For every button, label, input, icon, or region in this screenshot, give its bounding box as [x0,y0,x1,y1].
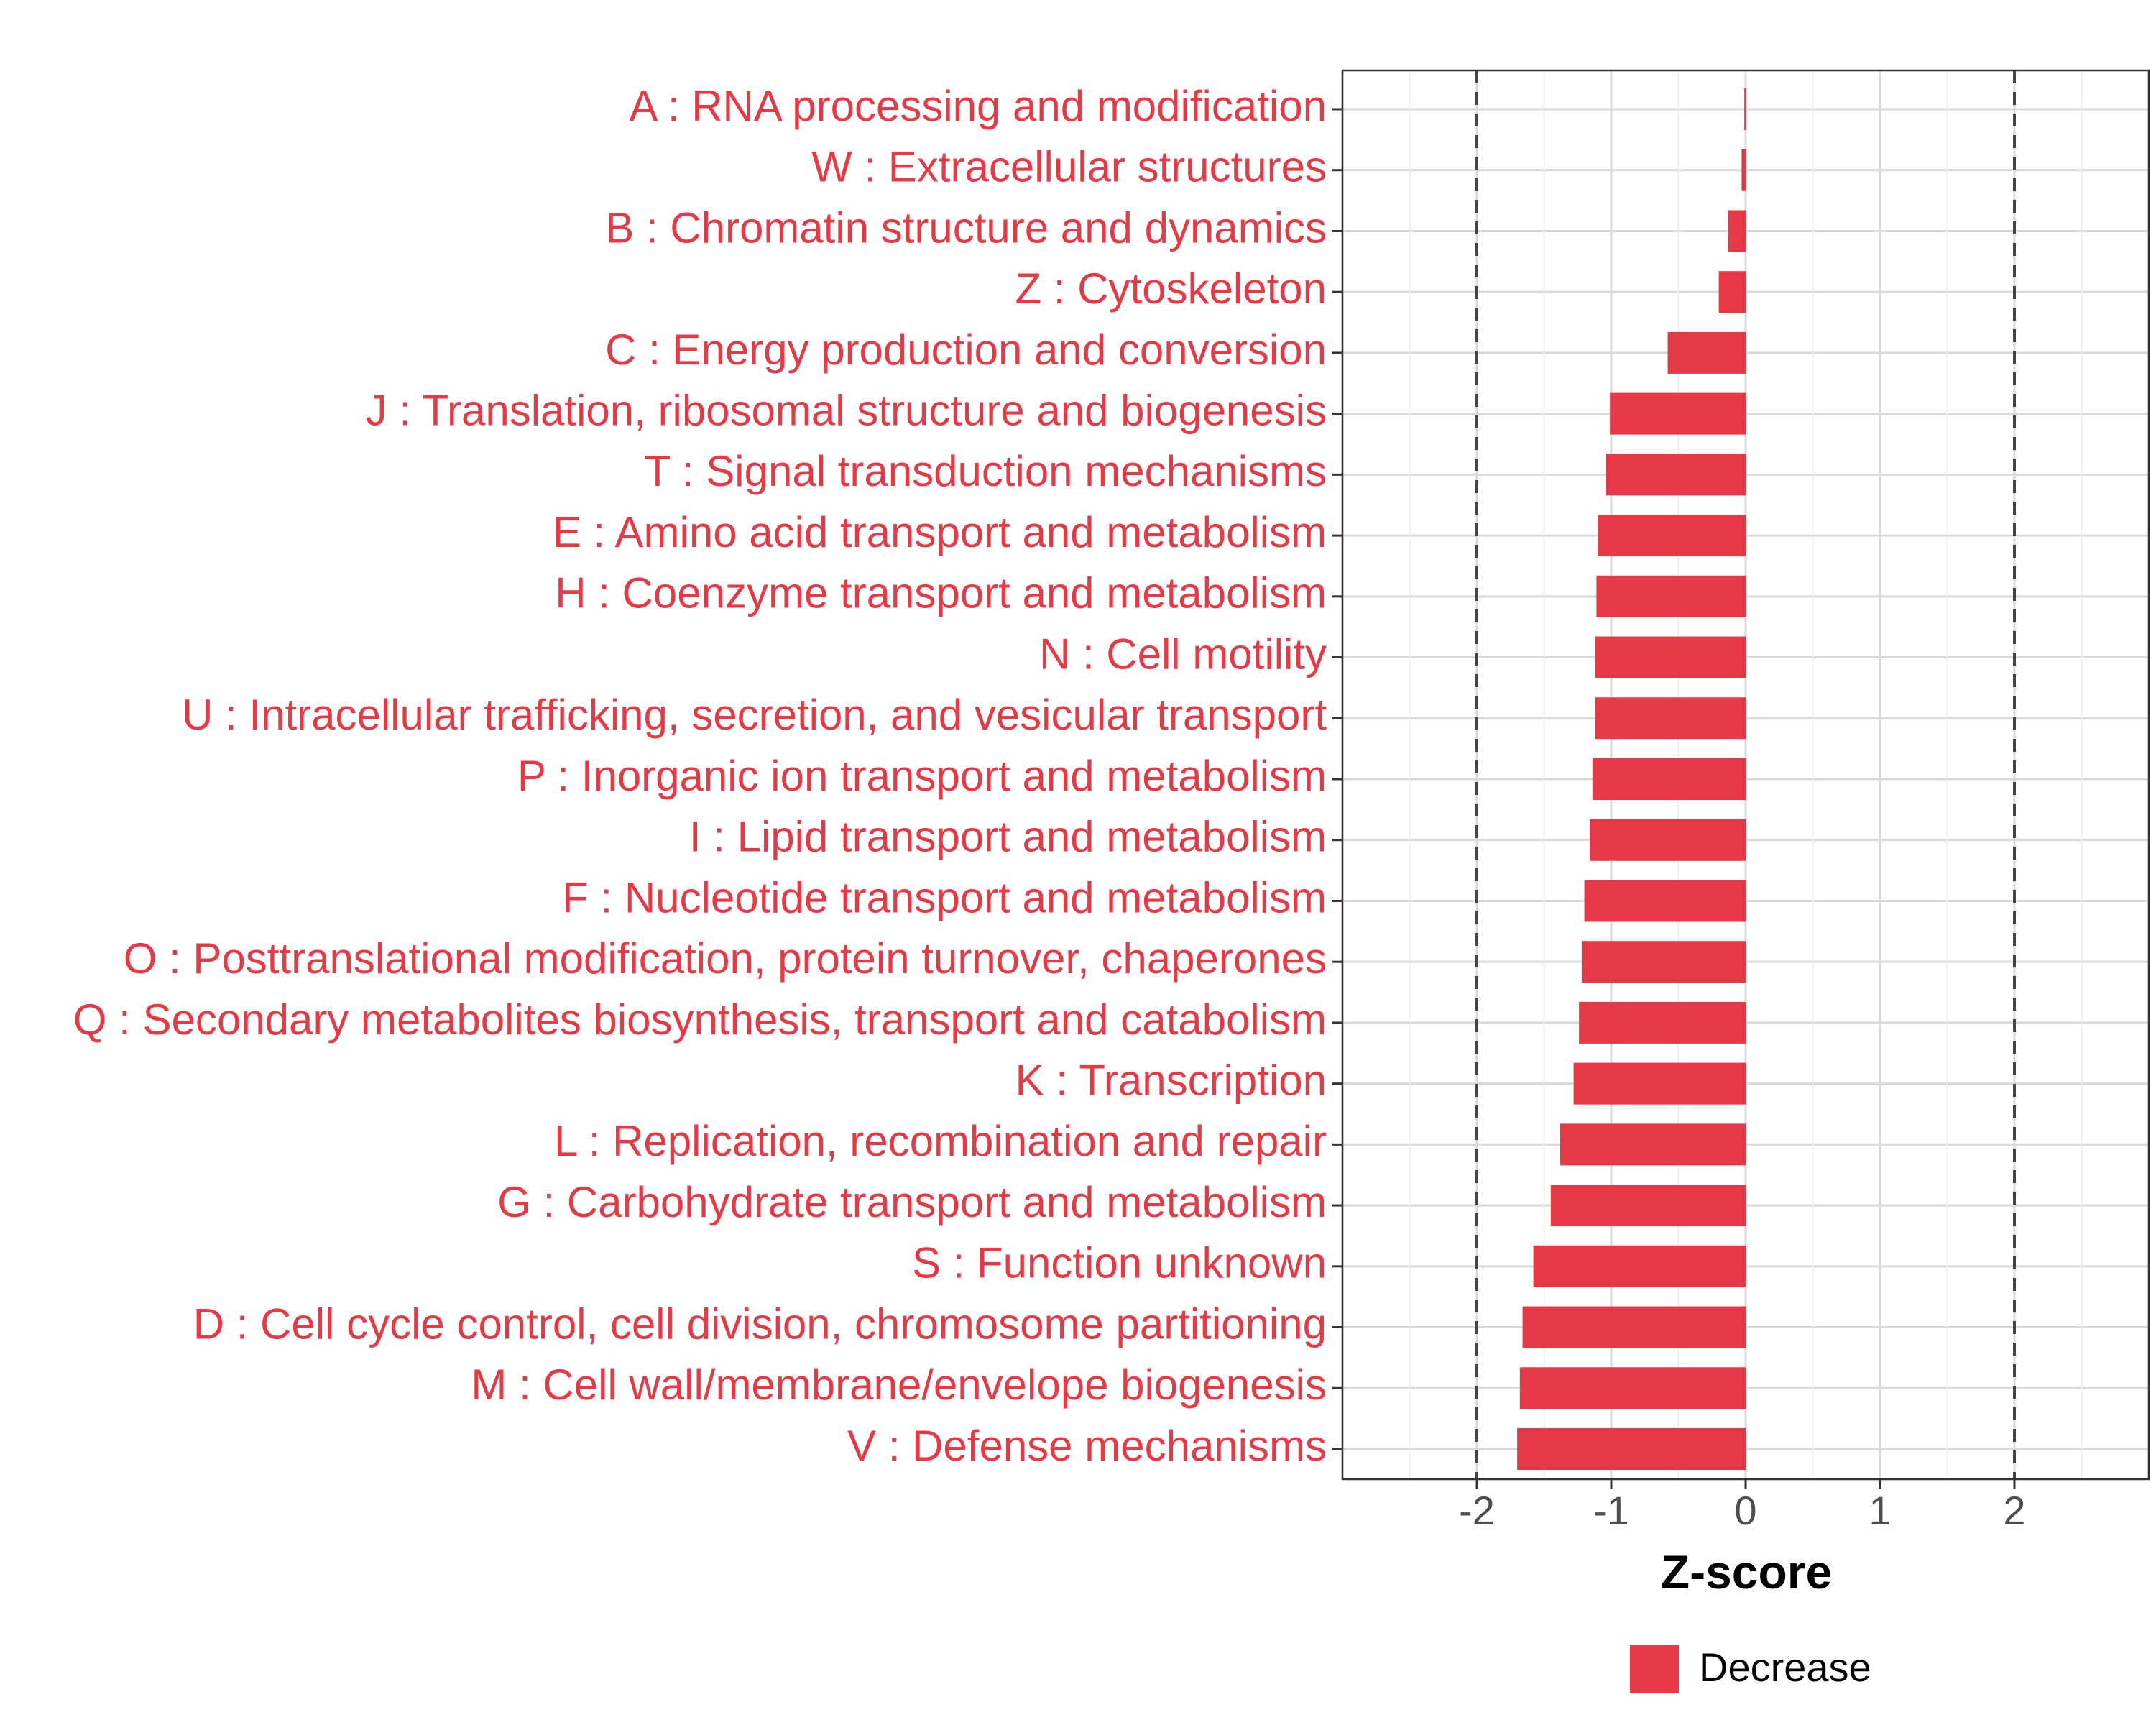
bar [1522,1306,1746,1348]
category-label: E : Amino acid transport and metabolism [553,508,1327,556]
category-label: W : Extracellular structures [811,143,1327,191]
bar [1728,210,1746,252]
bar [1741,149,1746,191]
bar [1584,880,1746,922]
bar [1581,941,1746,983]
x-axis-title: Z-score [1661,1545,1832,1598]
category-label: A : RNA processing and modification [629,82,1327,130]
bar [1579,1001,1746,1044]
category-label: B : Chromatin structure and dynamics [605,203,1327,252]
bar [1517,1428,1746,1470]
bar [1592,758,1746,800]
legend: Decrease [1630,1644,1871,1693]
category-label: F : Nucleotide transport and metabolism [562,873,1327,921]
bar [1667,331,1746,374]
category-label: Z : Cytoskeleton [1015,264,1327,313]
bar [1560,1123,1746,1166]
bar [1610,392,1746,435]
category-label: L : Replication, recombination and repai… [554,1117,1327,1165]
bars [1517,88,1747,1470]
category-label: O : Posttranslational modification, prot… [124,934,1327,983]
category-label: D : Cell cycle control, cell division, c… [193,1300,1327,1348]
category-label: C : Energy production and conversion [605,326,1327,374]
bar [1590,819,1746,861]
bar [1533,1245,1746,1287]
category-label: M : Cell wall/membrane/envelope biogenes… [471,1361,1327,1409]
category-label: I : Lipid transport and metabolism [689,813,1327,861]
category-label: K : Transcription [1015,1056,1327,1104]
x-tick-label: -1 [1593,1488,1629,1533]
bar [1718,271,1746,313]
bar [1595,697,1746,740]
x-tick-label: -2 [1459,1488,1495,1533]
bar [1550,1184,1746,1227]
category-label: Q : Secondary metabolites biosynthesis, … [73,995,1327,1044]
category-label: N : Cell motility [1039,630,1327,678]
x-axis-ticks: -2 -1 0 1 2 [1459,1479,2026,1533]
category-label: V : Defense mechanisms [847,1422,1327,1470]
legend-swatch-decrease [1630,1644,1679,1693]
reference-lines [1475,70,2016,1479]
bar [1573,1062,1746,1105]
bar [1606,454,1746,496]
legend-label-decrease: Decrease [1699,1644,1871,1690]
category-label: P : Inorganic ion transport and metaboli… [517,752,1327,800]
x-tick-label: 1 [1869,1488,1891,1533]
category-label: S : Function unknown [912,1239,1327,1287]
bar [1744,88,1747,130]
category-label: G : Carbohydrate transport and metabolis… [497,1178,1327,1226]
bar [1596,575,1746,617]
category-label: H : Coenzyme transport and metabolism [555,569,1327,617]
bar [1595,636,1746,678]
bar [1519,1367,1746,1409]
x-tick-label: 2 [2003,1488,2025,1533]
y-axis-ticks: A : RNA processing and modification W : E… [73,82,1342,1470]
category-label: T : Signal transduction mechanisms [645,447,1327,495]
x-tick-label: 0 [1734,1488,1756,1533]
bar [1598,515,1746,557]
category-label: U : Intracellular trafficking, secretion… [182,691,1327,739]
category-label: J : Translation, ribosomal structure and… [366,386,1327,434]
